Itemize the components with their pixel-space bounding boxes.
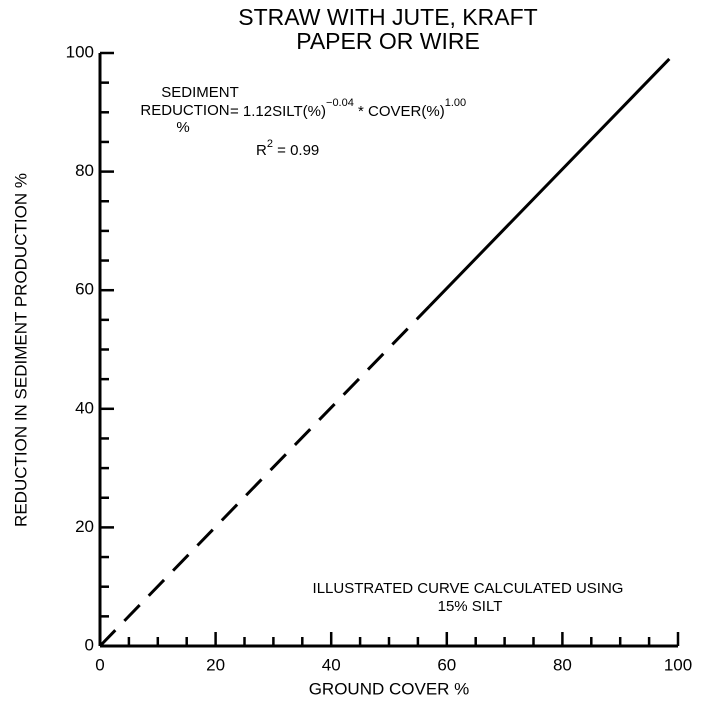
y-tick-label: 100 bbox=[66, 42, 94, 61]
x-tick-label: 100 bbox=[664, 655, 692, 674]
equation-lhs: REDUCTION bbox=[140, 102, 229, 119]
equation-rhs: = 1.12SILT(%)−0.04 * COVER(%)1.00 bbox=[230, 97, 466, 120]
y-tick-label: 60 bbox=[75, 280, 94, 299]
r-squared-part: R bbox=[256, 142, 267, 159]
equation-lhs: % bbox=[176, 119, 189, 136]
x-tick-label: 60 bbox=[437, 655, 456, 674]
chart-title: PAPER OR WIRE bbox=[296, 28, 480, 54]
y-tick-label: 40 bbox=[75, 398, 94, 417]
note: 15% SILT bbox=[438, 598, 503, 615]
x-tick-label: 80 bbox=[553, 655, 572, 674]
x-tick-label: 20 bbox=[206, 655, 225, 674]
chart-title: STRAW WITH JUTE, KRAFT bbox=[238, 4, 537, 30]
curve bbox=[428, 57, 671, 308]
y-axis-label: REDUCTION IN SEDIMENT PRODUCTION % bbox=[11, 173, 30, 527]
y-tick-label: 20 bbox=[75, 517, 94, 536]
curve bbox=[98, 305, 431, 648]
equation-exponent: −0.04 bbox=[326, 97, 354, 109]
equation-exponent: 1.00 bbox=[445, 97, 466, 109]
x-axis-label: GROUND COVER % bbox=[309, 679, 470, 698]
y-tick-label: 80 bbox=[75, 161, 94, 180]
r-squared-part: = 0.99 bbox=[273, 142, 319, 159]
x-tick-label: 40 bbox=[322, 655, 341, 674]
x-tick-label: 0 bbox=[95, 655, 104, 674]
equation-part: = 1.12SILT(%) bbox=[230, 103, 326, 120]
r-squared-exponent: 2 bbox=[267, 138, 273, 150]
y-tick-label: 0 bbox=[85, 635, 94, 654]
note: ILLUSTRATED CURVE CALCULATED USING bbox=[313, 580, 624, 597]
equation-lhs: SEDIMENT bbox=[161, 84, 239, 101]
equation-part: * COVER(%) bbox=[354, 103, 445, 120]
r-squared: R2 = 0.99 bbox=[256, 138, 319, 159]
